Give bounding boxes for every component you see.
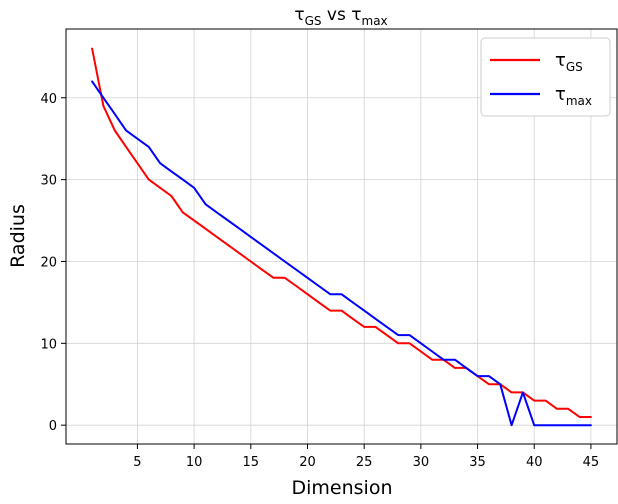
series-line-tau-gs [91, 47, 592, 418]
legend-subscript-tau-max: max [566, 94, 592, 108]
axis-ticks: 5 10 15 20 25 30 35 40 45 0 10 20 30 40 [40, 92, 599, 470]
legend-subscript-tau-gs: GS [566, 60, 583, 74]
x-tick-label: 20 [299, 455, 316, 470]
x-axis-title: Dimension [292, 477, 393, 499]
legend-symbol-tau-gs: τ [555, 50, 566, 71]
legend-symbol-tau-max: τ [555, 84, 566, 105]
y-tick-label: 0 [49, 419, 57, 434]
legend-box [480, 37, 611, 117]
x-tick-label: 5 [133, 455, 141, 470]
title-symbol-1: τ [294, 5, 304, 25]
y-tick-label: 40 [40, 92, 57, 107]
y-tick-label: 10 [40, 337, 57, 352]
plot-frame [65, 28, 618, 445]
x-tick-label: 45 [583, 455, 600, 470]
data-series [91, 47, 592, 427]
series-line-tau-max [91, 80, 592, 427]
legend: τGS τmax [480, 37, 611, 117]
chart-title: τGS vs τmax [294, 5, 387, 28]
x-tick-label: 15 [243, 455, 260, 470]
title-subscript-1: GS [305, 14, 322, 28]
x-tick-label: 25 [356, 455, 373, 470]
x-tick-label: 35 [469, 455, 486, 470]
legend-label-tau-max: τmax [555, 84, 592, 108]
title-subscript-2: max [362, 14, 388, 28]
title-middle: vs [322, 5, 352, 25]
y-tick-label: 30 [40, 174, 57, 189]
y-axis-title: Radius [7, 204, 29, 268]
x-tick-label: 10 [186, 455, 203, 470]
x-tick-label: 40 [526, 455, 543, 470]
x-tick-label: 30 [413, 455, 430, 470]
legend-label-tau-gs: τGS [555, 50, 583, 74]
y-tick-label: 20 [40, 255, 57, 270]
title-symbol-2: τ [351, 5, 361, 25]
